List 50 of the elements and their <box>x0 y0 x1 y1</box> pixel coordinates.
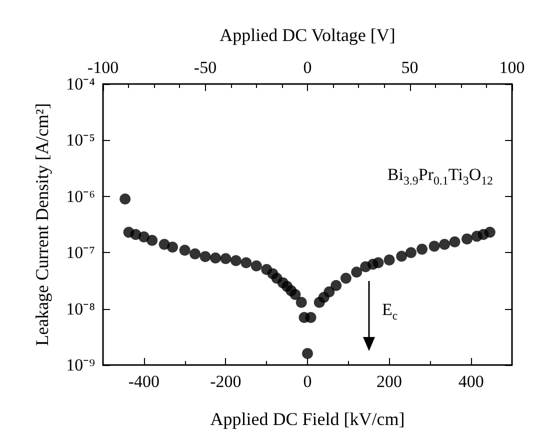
y-tick-label: 10⁻⁶ <box>66 186 96 206</box>
point <box>462 233 473 244</box>
point <box>190 248 201 260</box>
x2-tick-label: 100 <box>499 58 525 77</box>
point <box>302 348 313 360</box>
point <box>351 266 362 278</box>
point <box>305 312 316 323</box>
point <box>220 253 232 264</box>
y-tick-label: 10⁻⁹ <box>66 356 96 374</box>
point <box>416 244 428 255</box>
point <box>372 257 384 268</box>
point <box>200 251 211 262</box>
point <box>210 252 221 264</box>
point <box>428 240 440 252</box>
point <box>396 250 408 262</box>
x2-tick-label: 50 <box>401 58 418 77</box>
y-tick-label: 10⁻⁷ <box>66 243 96 262</box>
point <box>439 238 450 250</box>
point <box>240 257 252 268</box>
x2-tick-label: -50 <box>194 58 217 77</box>
point <box>324 286 335 298</box>
y-tick-label: 10⁻⁵ <box>66 130 96 150</box>
annotation: E$_{c}$ <box>382 300 398 324</box>
point <box>250 260 262 272</box>
x-tick-label: -200 <box>210 372 242 391</box>
point <box>330 280 342 291</box>
point <box>179 244 190 256</box>
point <box>230 255 242 266</box>
x2-tick-label: 0 <box>303 58 312 77</box>
x2-axis-title: Applied DC Voltage [V] <box>220 25 396 45</box>
y-tick-label: 10⁻⁴ <box>66 74 96 94</box>
point <box>290 288 301 300</box>
point <box>384 254 395 266</box>
y-tick-label: 10⁻⁸ <box>66 299 96 318</box>
x-axis-title: Applied DC Field [kV/cm] <box>210 409 405 429</box>
point <box>340 272 352 284</box>
point <box>484 226 496 238</box>
point <box>296 296 307 308</box>
x2-tick-label: -100 <box>87 58 119 77</box>
annotation: Bi$_{3.9}$Pr$_{0.1}$Ti$_{3}$O$_{12}$ <box>387 165 493 188</box>
point <box>167 242 178 253</box>
x-tick-label: 0 <box>303 372 312 391</box>
x-tick-label: 200 <box>376 372 402 391</box>
point <box>449 236 460 248</box>
point <box>120 193 131 204</box>
x-tick-label: 400 <box>458 372 484 391</box>
point <box>146 234 158 246</box>
point <box>405 247 416 258</box>
x-tick-label: -400 <box>128 372 160 391</box>
y-axis-title: Leakage Current Density [A/cm²] <box>32 103 52 346</box>
